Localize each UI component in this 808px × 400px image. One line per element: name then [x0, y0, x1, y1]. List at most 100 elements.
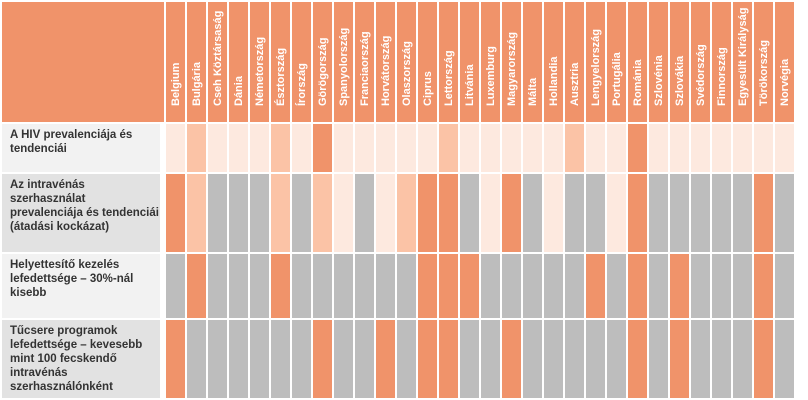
heatmap-cell [712, 124, 731, 172]
column-header: Bulgária [187, 2, 206, 122]
column-header-label: Cseh Köztársaság [211, 10, 224, 106]
heatmap-cell [502, 320, 521, 398]
heatmap-cell [691, 254, 710, 318]
heatmap-cell [418, 174, 437, 252]
column-header-label: Ciprus [421, 71, 434, 106]
column-header: Szlovénia [649, 2, 668, 122]
column-header: Ausztria [565, 2, 584, 122]
heatmap-cell [376, 320, 395, 398]
row-label: Helyettesítő kezelés lefedettsége – 30%-… [2, 254, 160, 318]
heatmap-cell [649, 174, 668, 252]
column-header: Ciprus [418, 2, 437, 122]
heatmap-cell [586, 174, 605, 252]
column-header: Franciaország [355, 2, 374, 122]
heatmap-cell [502, 124, 521, 172]
heatmap-cell [775, 320, 794, 398]
heatmap-cell [292, 124, 311, 172]
heatmap-cell [670, 174, 689, 252]
heatmap-cell [775, 124, 794, 172]
column-header: Románia [628, 2, 647, 122]
column-header-label: Magyarország [505, 32, 518, 106]
heatmap-cell [733, 124, 752, 172]
heatmap-cell [208, 254, 227, 318]
column-header: Németország [250, 2, 269, 122]
column-header: Norvégia [775, 2, 794, 122]
column-header-label: Olaszország [400, 41, 413, 106]
heatmap-cell [733, 254, 752, 318]
column-header-label: Görögország [316, 37, 329, 106]
heatmap-cell [166, 254, 185, 318]
heatmap-cell [565, 320, 584, 398]
column-header: Magyarország [502, 2, 521, 122]
column-header: Portugália [607, 2, 626, 122]
column-header-label: Belgium [169, 62, 182, 106]
heatmap-cell [271, 254, 290, 318]
heatmap-cell [523, 124, 542, 172]
heatmap-cell [712, 174, 731, 252]
column-header-label: Horvátország [379, 35, 392, 106]
column-header: Belgium [166, 2, 185, 122]
heatmap-cell [481, 320, 500, 398]
column-header-label: Málta [526, 77, 539, 106]
column-header-label: Észtország [274, 47, 287, 106]
heatmap-cell [271, 320, 290, 398]
heatmap-cell [292, 320, 311, 398]
heatmap-cell [691, 124, 710, 172]
heatmap-cell [628, 254, 647, 318]
heatmap-cell [250, 174, 269, 252]
header-corner [2, 2, 164, 122]
heatmap-cell [502, 254, 521, 318]
column-header-label: Lengyelország [589, 28, 602, 106]
heatmap-cell [523, 174, 542, 252]
heatmap-cell [544, 124, 563, 172]
heatmap-cell [565, 254, 584, 318]
heatmap-cell [775, 254, 794, 318]
heatmap-cell [586, 124, 605, 172]
heatmap-cell [460, 320, 479, 398]
column-header: Lettország [439, 2, 458, 122]
heatmap-cell [460, 254, 479, 318]
column-header: Olaszország [397, 2, 416, 122]
heatmap-cell [481, 124, 500, 172]
column-header: Hollandia [544, 2, 563, 122]
column-header: Szlovákia [670, 2, 689, 122]
heatmap-cell [628, 174, 647, 252]
column-header-label: Portugália [610, 52, 623, 106]
heatmap-cell [250, 320, 269, 398]
column-header-label: Bulgária [190, 61, 203, 106]
column-header-label: Szlovákia [673, 55, 686, 106]
heatmap-cell [187, 124, 206, 172]
column-header-label: Írország [295, 63, 308, 106]
heatmap-cell [670, 254, 689, 318]
column-header-label: Litvánia [463, 64, 476, 106]
heatmap-cell [208, 124, 227, 172]
heatmap-cell [439, 254, 458, 318]
column-header: Horvátország [376, 2, 395, 122]
heatmap-cell [733, 174, 752, 252]
heatmap-cell [565, 124, 584, 172]
heatmap-cell [313, 124, 332, 172]
column-header-label: Spanyolország [337, 27, 350, 106]
column-header-label: Ausztria [568, 62, 581, 106]
heatmap-cell [376, 254, 395, 318]
heatmap-cell [334, 254, 353, 318]
heatmap-cell [397, 254, 416, 318]
heatmap-cell [229, 254, 248, 318]
heatmap-cell [754, 174, 773, 252]
column-header: Luxemburg [481, 2, 500, 122]
heatmap-cell [229, 174, 248, 252]
column-header-label: Norvégia [778, 58, 791, 106]
heatmap-cell [397, 124, 416, 172]
row-label: A HIV prevalenciája és tendenciái [2, 124, 160, 172]
heatmap-cell [754, 124, 773, 172]
column-header: Litvánia [460, 2, 479, 122]
heatmap-cell [439, 320, 458, 398]
heatmap-cell [187, 174, 206, 252]
heatmap-cell [649, 320, 668, 398]
heatmap-cell [376, 174, 395, 252]
column-header-label: Lettország [442, 50, 455, 106]
heatmap-cell [166, 124, 185, 172]
heatmap-cell [649, 254, 668, 318]
column-header-label: Dánia [232, 76, 245, 106]
